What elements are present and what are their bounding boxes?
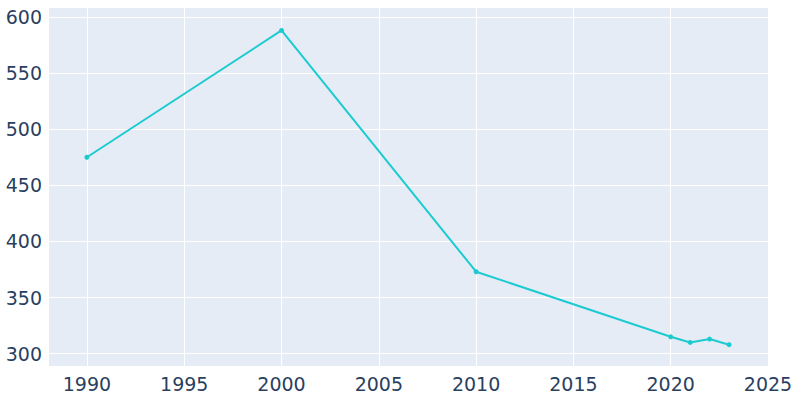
- svg-text:550: 550: [6, 62, 42, 84]
- svg-text:2015: 2015: [549, 373, 597, 395]
- svg-text:1990: 1990: [63, 373, 111, 395]
- svg-text:2005: 2005: [355, 373, 403, 395]
- svg-text:350: 350: [6, 287, 42, 309]
- svg-text:450: 450: [6, 174, 42, 196]
- svg-text:2020: 2020: [647, 373, 695, 395]
- svg-text:2010: 2010: [452, 373, 500, 395]
- svg-text:2000: 2000: [257, 373, 305, 395]
- svg-text:400: 400: [6, 230, 42, 252]
- svg-text:500: 500: [6, 118, 42, 140]
- svg-text:2025: 2025: [744, 373, 792, 395]
- svg-text:600: 600: [6, 6, 42, 28]
- svg-text:1995: 1995: [160, 373, 208, 395]
- svg-text:300: 300: [6, 343, 42, 365]
